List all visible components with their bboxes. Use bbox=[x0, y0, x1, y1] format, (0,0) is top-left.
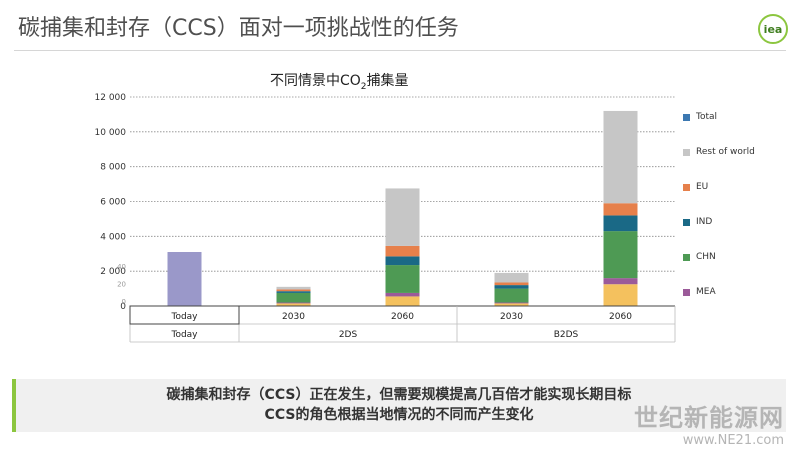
bar-segment bbox=[603, 203, 638, 216]
scenario-group-label: B2DS bbox=[554, 330, 579, 340]
category-label: 2030 bbox=[500, 312, 523, 322]
bar-segment bbox=[603, 110, 638, 204]
y-tick-label: 12 000 bbox=[95, 93, 127, 103]
key-message-line-1: 碳捕集和封存（CCS）正在发生，但需要规模提高几百倍才能实现长期目标 bbox=[166, 387, 632, 403]
bar-segment bbox=[276, 291, 311, 293]
legend-label: IND bbox=[696, 217, 713, 227]
legend-swatch bbox=[683, 254, 690, 261]
today-highlight-frame bbox=[129, 305, 240, 325]
chart-title-tail: 捕集量 bbox=[366, 73, 409, 89]
legend-label: Rest of world bbox=[696, 147, 755, 157]
legend-label: Total bbox=[696, 112, 718, 122]
bar-segment bbox=[276, 286, 311, 290]
bar-segment bbox=[167, 252, 202, 306]
ghost-tick-label: 20 bbox=[117, 281, 126, 289]
bar-segment bbox=[385, 188, 420, 246]
bar-segment bbox=[494, 282, 529, 286]
legend-item: MEA bbox=[683, 287, 755, 322]
bar-segment bbox=[276, 289, 311, 292]
legend-label: MEA bbox=[696, 287, 716, 297]
bar-segment bbox=[276, 302, 311, 304]
y-tick-label: 6 000 bbox=[100, 198, 126, 208]
legend-swatch bbox=[683, 289, 690, 296]
watermark-site-name: 世纪新能源网 bbox=[634, 404, 784, 432]
watermark: 世纪新能源网 www.NE21.com bbox=[634, 398, 784, 448]
bar-segment bbox=[385, 245, 420, 257]
legend-swatch bbox=[683, 114, 690, 121]
category-label: 2060 bbox=[391, 312, 414, 322]
legend-item: IND bbox=[683, 217, 755, 252]
title-divider bbox=[14, 50, 786, 51]
legend-swatch bbox=[683, 219, 690, 226]
chart-title: 不同情景中CO2捕集量 bbox=[270, 70, 409, 92]
bar-segment bbox=[603, 284, 638, 306]
ghost-tick-label: 40 bbox=[117, 263, 126, 271]
bar-segment bbox=[494, 288, 529, 303]
bar-segment bbox=[494, 303, 529, 306]
key-message-box: 碳捕集和封存（CCS）正在发生，但需要规模提高几百倍才能实现长期目标 CCS的角… bbox=[12, 379, 786, 432]
bar-segment bbox=[385, 292, 420, 297]
bar-segment bbox=[385, 296, 420, 306]
bar-segment bbox=[603, 231, 638, 279]
category-label: Today bbox=[170, 312, 198, 322]
legend-swatch bbox=[683, 149, 690, 156]
legend-swatch bbox=[683, 184, 690, 191]
accent-bar bbox=[12, 379, 16, 432]
watermark-url: www.NE21.com bbox=[682, 433, 784, 448]
chart-title-subscript: 2 bbox=[360, 81, 367, 92]
y-tick-label: 2 000 bbox=[100, 267, 126, 277]
legend-label: CHN bbox=[696, 252, 716, 262]
bar-segment bbox=[494, 285, 529, 289]
bar-segment bbox=[385, 265, 420, 293]
bar-segment bbox=[276, 292, 311, 303]
scenario-group-label: Today bbox=[170, 330, 198, 340]
legend-label: EU bbox=[696, 182, 709, 192]
bar-segment bbox=[494, 302, 529, 304]
y-tick-label: 10 000 bbox=[95, 128, 127, 138]
y-tick-label: 8 000 bbox=[100, 163, 126, 173]
bar-segment bbox=[494, 272, 529, 283]
scenario-group-label: 2DS bbox=[339, 330, 358, 340]
key-message-line-2: CCS的角色根据当地情况的不同而产生变化 bbox=[264, 407, 534, 423]
legend-item: EU bbox=[683, 182, 755, 217]
bar-segment bbox=[603, 215, 638, 232]
y-tick-label: 4 000 bbox=[100, 232, 126, 242]
category-label: 2060 bbox=[609, 312, 632, 322]
iea-logo: iea bbox=[758, 14, 788, 44]
category-label: 2030 bbox=[282, 312, 305, 322]
ghost-tick-label: 0 bbox=[122, 298, 126, 306]
chart-legend: Total Rest of world EU IND CHN MEA bbox=[683, 112, 755, 322]
page-title: 碳捕集和封存（CCS）面对一项挑战性的任务 bbox=[18, 16, 459, 41]
bar-segment bbox=[385, 256, 420, 266]
bar-segment bbox=[603, 278, 638, 285]
y-tick-label: 0 bbox=[120, 302, 126, 312]
chart-title-main: 不同情景中CO bbox=[270, 73, 361, 89]
legend-item: Rest of world bbox=[683, 147, 755, 182]
bar-segment bbox=[276, 303, 311, 306]
legend-item: Total bbox=[683, 112, 755, 147]
legend-item: CHN bbox=[683, 252, 755, 287]
